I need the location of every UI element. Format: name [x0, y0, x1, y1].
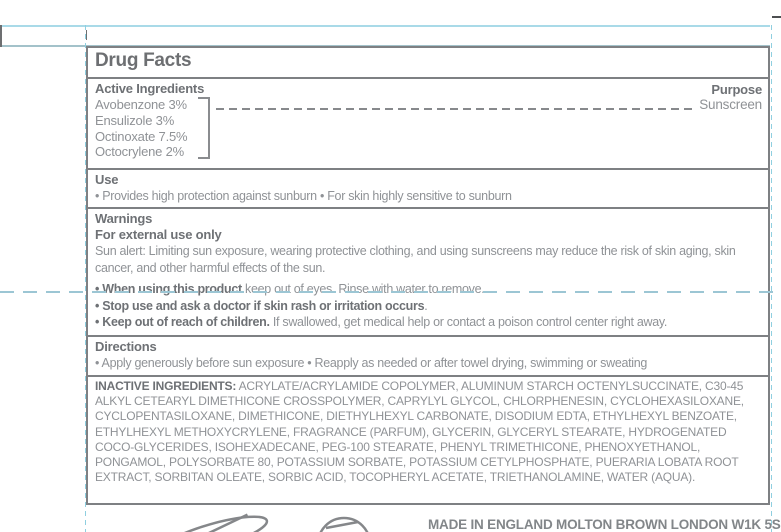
active-ingredients-heading: Active Ingredients	[95, 81, 205, 96]
registration-mark	[772, 16, 781, 18]
guide-line-horizontal-top	[0, 25, 770, 27]
purpose-block: Purpose Sunscreen	[699, 82, 762, 113]
drug-facts-panel: Drug Facts Active Ingredients Avobenzone…	[86, 46, 770, 505]
warning-bullet-list: • When using this product keep out of ey…	[95, 281, 761, 331]
guide-line-dashed-horizontal	[0, 291, 781, 293]
inactive-ingredients-heading: INACTIVE INGREDIENTS:	[95, 379, 237, 393]
ingredient-line: Octocrylene 2%	[95, 144, 184, 160]
directions-text: • Apply generously before sun exposure •…	[95, 356, 648, 370]
warning-bullet: •	[95, 315, 103, 329]
drug-facts-title-section: Drug Facts	[88, 48, 768, 77]
warning-item: • Stop use and ask a doctor if skin rash…	[95, 298, 761, 315]
inactive-ingredients-text: ACRYLATE/ACRYLAMIDE COPOLYMER, ALUMINUM …	[95, 379, 744, 485]
warning-item: • Keep out of reach of children. If swal…	[95, 314, 761, 331]
warning-rest-text: If swallowed, get medical help or contac…	[269, 315, 668, 329]
guide-line-vertical-left	[85, 25, 86, 532]
sun-alert-text: Sun alert: Limiting sun exposure, wearin…	[95, 244, 736, 275]
use-section: Use • Provides high protection against s…	[88, 168, 768, 207]
warning-rest-text: .	[424, 298, 428, 313]
warning-bold-text: Keep out of reach of children.	[102, 315, 270, 329]
warning-bold-text: Stop use and ask a doctor if skin rash o…	[102, 298, 425, 313]
external-use-heading: For external use only	[95, 227, 222, 242]
period-after-opening-icon	[319, 516, 369, 532]
purpose-heading: Purpose	[711, 82, 762, 97]
warning-bullet: •	[95, 282, 103, 296]
guide-tick	[86, 30, 87, 40]
ingredient-line: Avobenzone 3%	[95, 97, 187, 112]
warning-rest-text: keep out of eyes. Rinse with water to re…	[241, 282, 485, 296]
use-text: • Provides high protection against sunbu…	[95, 189, 512, 203]
use-heading: Use	[95, 172, 119, 187]
ingredient-line: Ensulizole 3%	[95, 112, 175, 128]
made-in-text: MADE IN ENGLAND MOLTON BROWN LONDON W1K …	[428, 517, 781, 532]
footer-strip: MADE IN ENGLAND MOLTON BROWN LONDON W1K …	[0, 505, 781, 532]
directions-section: Directions • Apply generously before sun…	[88, 335, 768, 375]
panel-edge-segment	[0, 25, 2, 47]
warnings-heading: Warnings	[95, 211, 153, 226]
inactive-ingredients-paragraph: INACTIVE INGREDIENTS: ACRYLATE/ACRYLAMID…	[95, 379, 761, 485]
warning-bold-text: When using this product	[102, 282, 242, 296]
warning-bullet: •	[95, 298, 103, 313]
ingredient-line: Octinoxate 7.5%	[95, 128, 188, 144]
warning-item: • When using this product keep out of ey…	[95, 281, 761, 298]
purpose-leader-dashes	[216, 108, 692, 110]
ingredients-bracket	[198, 97, 210, 159]
tube-icon	[157, 513, 269, 532]
guide-line-vertical-right	[771, 25, 772, 532]
directions-heading: Directions	[95, 339, 157, 354]
purpose-value: Sunscreen	[699, 97, 762, 112]
drug-facts-title: Drug Facts	[95, 50, 192, 71]
active-ingredients-section: Active Ingredients Avobenzone 3% Ensuliz…	[88, 77, 768, 168]
warnings-section: Warnings For external use only Sun alert…	[88, 207, 768, 335]
inactive-ingredients-section: INACTIVE INGREDIENTS: ACRYLATE/ACRYLAMID…	[88, 375, 768, 503]
